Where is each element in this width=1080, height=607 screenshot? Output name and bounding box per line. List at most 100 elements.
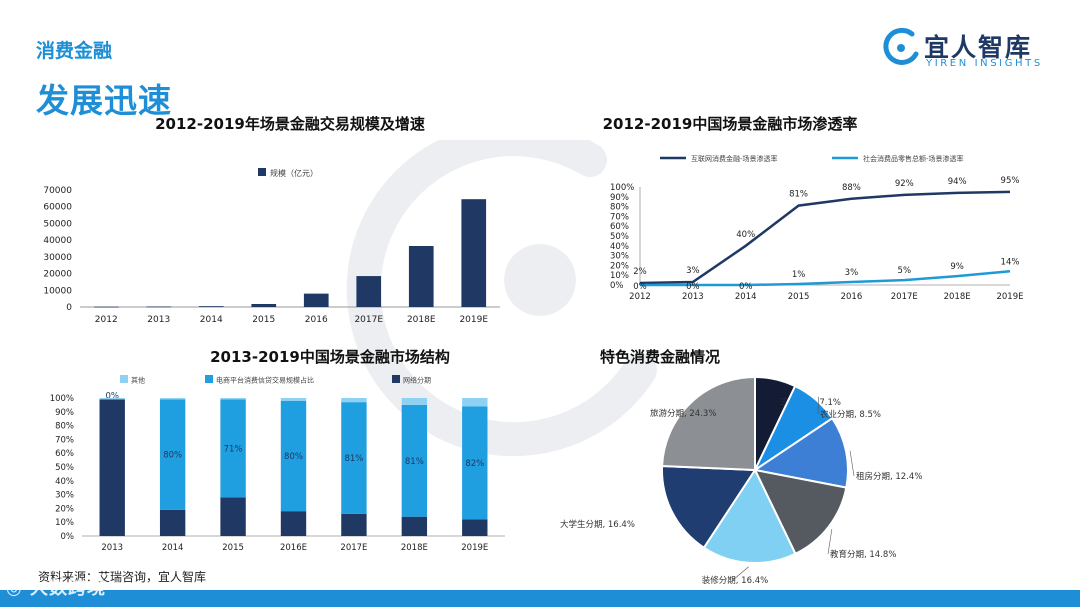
chart3-legend-swatch [392,375,400,383]
chart1-x-tick: 2015 [252,315,275,325]
chart1-legend-swatch [258,168,266,176]
chart3-legend-label: 其他 [131,376,145,385]
chart3-y-tick: 70% [55,435,74,445]
chart3-x-tick: 2015 [222,543,244,553]
brand-name-cn: 宜人智库 [924,33,1033,62]
chart3-data-label: 16% [344,521,363,531]
chart3-data-label: 0% [105,391,119,401]
chart3-y-tick: 0% [61,532,75,542]
chart2-y-tick: 100% [610,183,634,193]
footer-bar [0,590,1080,607]
chart3-bar-segment [159,509,186,536]
chart2-data-label: 94% [948,177,967,187]
chart1-bar [93,306,119,308]
chart1-x-tick: 2019E [459,315,488,325]
chart2-data-label: 5% [898,266,912,276]
chart1-y-tick: 0 [66,303,72,313]
chart1-x-tick: 2018E [407,315,436,325]
chart4-slice-label: 装修分期, 16.4% [702,575,768,586]
chart4-slice-label: 农业分期, 8.5% [820,409,881,420]
chart1-y-tick: 60000 [43,203,72,213]
chart3-bar-segment [341,402,367,514]
chart2-data-label: 3% [845,268,859,278]
chart4-pie-slice [753,468,848,556]
chart3-bar-segment [401,516,428,536]
chart2-legend-label: 社会消费品零售总额-场景渗透率 [863,154,964,163]
chart2-y-tick: 40% [610,242,629,252]
chart3-data-label: 82% [465,459,484,469]
data-source-note: 资料来源：艾瑞咨询，宜人智库 [38,570,207,584]
brand-name-en: YIREN INSIGHTS [926,58,1043,69]
chart3-data-label: 99% [103,464,122,474]
chart2-legend-label: 互联网消费金融-场景渗透率 [691,154,778,163]
chart1-y-tick: 30000 [43,253,72,263]
chart2-data-label: 3% [686,266,700,276]
chart3-y-tick: 50% [55,463,74,473]
chart3-x-tick: 2013 [101,543,123,553]
chart3-data-label: 28% [224,513,243,523]
chart3-bar-segment [99,399,125,536]
chart3-data-label: 14% [405,522,424,532]
chart2-data-label: 0% [686,282,700,292]
chart2-x-tick: 2019E [996,292,1023,302]
chart3-bar-segment [401,398,428,405]
chart3-x-tick: 2019E [461,543,488,553]
chart2-line-chart: 互联网消费金融-场景渗透率 社会消费品零售总额-场景渗透率0%10%20%30%4… [610,154,1024,302]
chart1-title: 2012-2019年场景金融交易规模及增速 [155,115,425,133]
logo-mark-icon [883,27,919,65]
chart3-data-label: 71% [224,444,243,454]
chart1-bar [303,293,329,307]
chart3-title: 2013-2019中国场景金融市场结构 [210,348,450,366]
chart3-data-label: 80% [284,452,303,462]
chart1-bar-chart: 规模（亿元） 0 10000 20000 30000 40000 50000 60000 700… [43,168,500,325]
chart4-pie-slice [661,465,757,550]
chart4-slice-label: 教育分期, 14.8% [830,549,896,560]
chart1-bar [198,306,224,307]
chart2-data-label: 95% [1001,176,1020,186]
chart3-legend-swatch [205,375,213,383]
chart2-y-tick: 10% [610,271,629,281]
chart2-data-label: 0% [633,282,647,292]
brand-logo: 宜人智库 YIREN INSIGHTS [882,26,1052,72]
chart3-y-tick: 90% [55,408,74,418]
chart3-x-tick: 2018E [401,543,428,553]
chart3-bar-segment [280,398,307,401]
chart3-stacked-bar-chart: 其他 电商平台消费信贷交易规模占比 网络分期 0% 10% 20% 30% 40% 50% 60%… [50,375,505,553]
chart2-x-tick: 2015 [788,292,810,302]
chart4-title: 特色消费金融情况 [600,348,721,366]
chart3-y-tick: 20% [55,504,74,514]
chart1-legend-label: 规模（亿元） [270,168,318,178]
chart2-x-tick: 2018E [944,292,971,302]
chart3-bar-segment [462,519,488,536]
chart1-x-tick: 2013 [147,315,170,325]
chart2-y-tick: 50% [610,232,629,242]
chart2-y-tick: 0% [610,281,624,291]
chart3-bar-segment [220,399,246,498]
chart3-y-tick: 10% [55,518,74,528]
chart3-bar-segment [159,398,186,400]
chart4-slice-label: 旅游分期, 24.3% [650,408,716,419]
chart1-x-tick: 2017E [354,315,383,325]
chart1-y-tick: 70000 [43,186,72,196]
chart4-pie-slice [661,375,756,472]
chart4-pie-chart: 三农分期, 7.1%农业分期, 8.5%租房分期, 12.4%教育分期, 14.… [560,375,922,586]
chart3-bar-segment [220,497,246,536]
chart2-data-label: 92% [895,179,914,189]
chart2-title: 2012-2019中国场景金融市场渗透率 [602,115,858,133]
chart2-series-line [639,190,1011,285]
chart1-x-tick: 2016 [305,315,328,325]
chart2-data-label: 40% [736,230,755,240]
chart3-bar-segment [462,398,488,407]
chart2-y-tick: 60% [610,222,629,232]
chart3-y-tick: 30% [55,491,74,501]
chart1-x-tick: 2012 [95,315,118,325]
chart3-x-tick: 2016E [280,543,307,553]
chart2-data-label: 14% [1001,257,1020,267]
page-title: 发展迅速 [36,81,172,120]
chart2-y-tick: 30% [610,252,629,262]
chart3-x-tick: 2017E [340,543,367,553]
chart1-bar [251,303,277,307]
chart3-bar-segment [220,398,246,400]
chart3-y-tick: 80% [55,422,74,432]
chart2-series-line [640,270,1011,287]
